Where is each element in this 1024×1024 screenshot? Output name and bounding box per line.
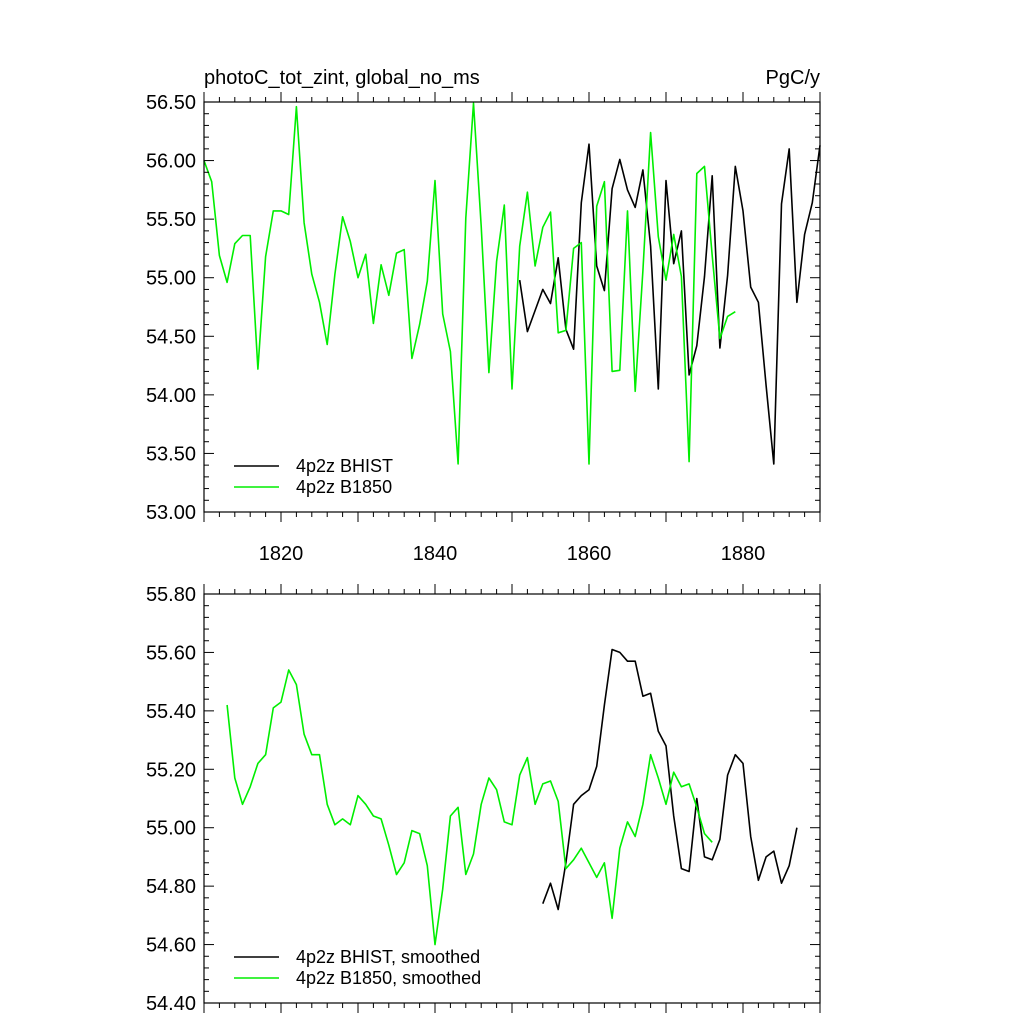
legend-label: 4p2z B1850, smoothed xyxy=(296,968,481,988)
plot-frame xyxy=(203,593,821,1004)
y-tick-label: 54.60 xyxy=(146,935,196,957)
y-tick-label: 54.50 xyxy=(146,326,196,348)
y-tick-label: 54.80 xyxy=(146,876,196,898)
y-tick-label: 55.20 xyxy=(146,759,196,781)
series-line-b1850 xyxy=(203,102,736,465)
series-line-bhist xyxy=(518,143,821,465)
y-tick-label: 56.00 xyxy=(146,151,196,173)
y-tick-label: 55.00 xyxy=(146,268,196,290)
plot-frame xyxy=(203,101,821,513)
y-tick-label: 54.00 xyxy=(146,385,196,407)
x-tick-label: 1880 xyxy=(721,543,766,565)
top-panel: photoC_tot_zint, global_no_ms PgC/y 53.0… xyxy=(146,67,821,565)
x-tick-label: 1820 xyxy=(259,543,304,565)
series-line-bhist xyxy=(542,648,798,911)
chart-title: photoC_tot_zint, global_no_ms xyxy=(204,67,480,89)
series-line-b1850 xyxy=(226,669,713,946)
y-tick-label: 55.60 xyxy=(146,642,196,664)
legend-label: 4p2z BHIST xyxy=(296,456,393,476)
y-tick-label: 55.50 xyxy=(146,209,196,231)
bottom-panel: 54.40 54.60 54.80 55.00 55.20 55.40 55.60 55.80… xyxy=(146,584,821,1015)
y-tick-label: 55.80 xyxy=(146,584,196,606)
y-tick-label: 53.50 xyxy=(146,443,196,465)
units-label: PgC/y xyxy=(766,67,820,89)
y-tick-label: 55.00 xyxy=(146,818,196,840)
legend-label: 4p2z B1850 xyxy=(296,477,392,497)
y-tick-label: 54.40 xyxy=(146,993,196,1015)
x-tick-label: 1860 xyxy=(567,543,612,565)
y-tick-label: 56.50 xyxy=(146,92,196,114)
legend-label: 4p2z BHIST, smoothed xyxy=(296,947,480,967)
x-tick-label: 1840 xyxy=(413,543,458,565)
y-tick-label: 55.40 xyxy=(146,701,196,723)
y-tick-label: 53.00 xyxy=(146,502,196,524)
